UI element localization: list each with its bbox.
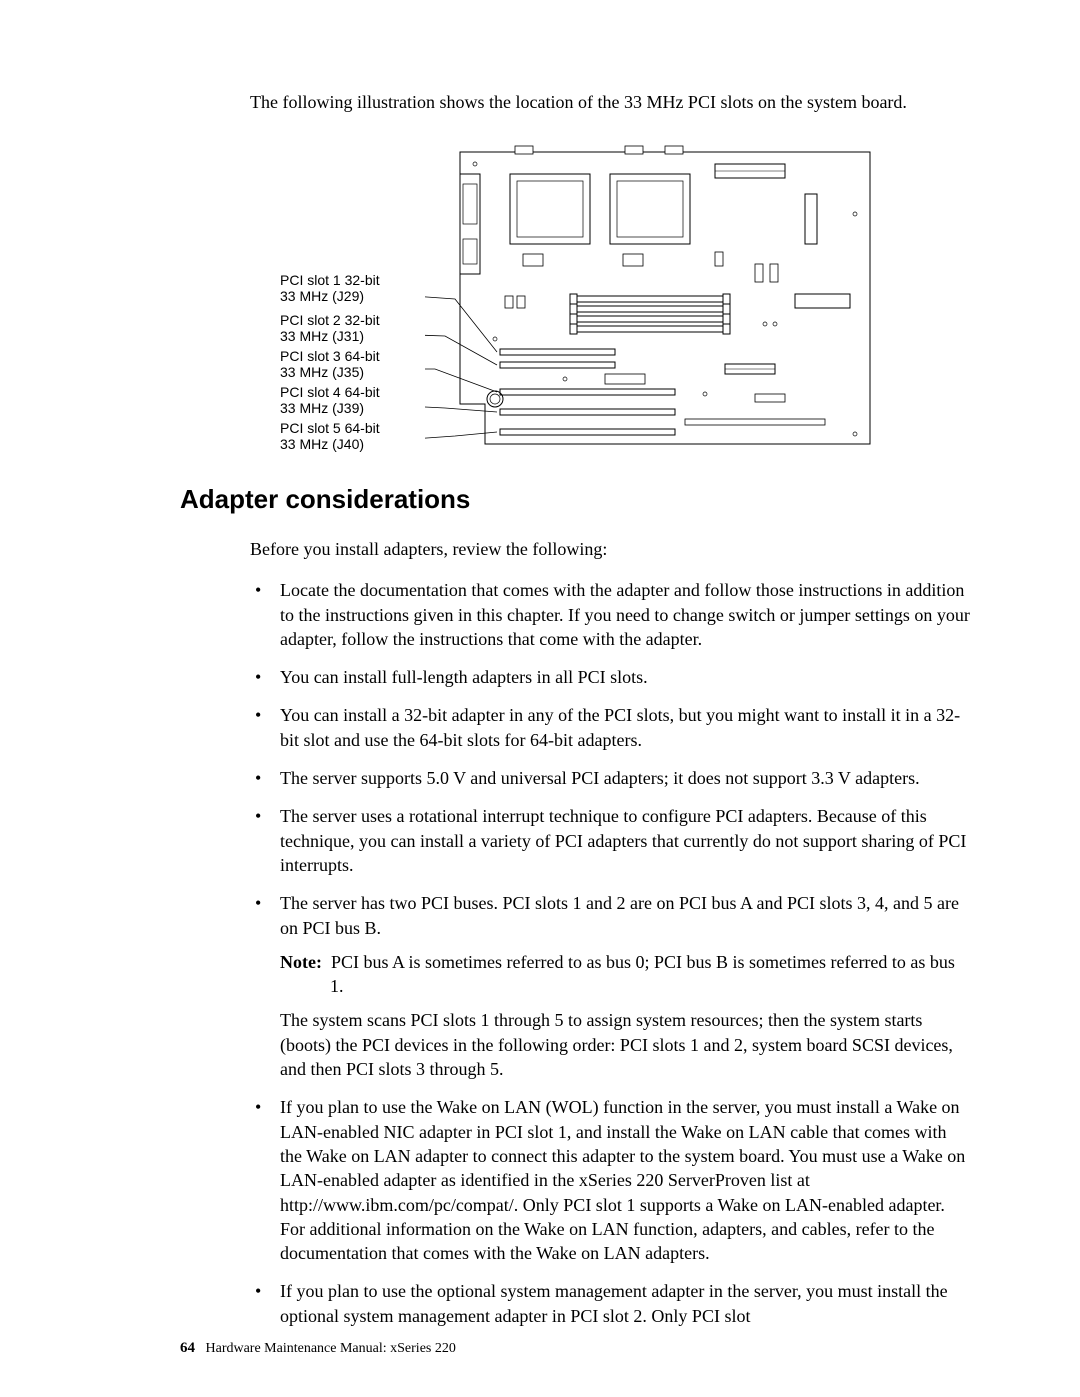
bullet-item: If you plan to use the optional system m… [250,1279,970,1328]
bullet-text: The server uses a rotational interrupt t… [280,806,966,875]
pci-label-1-line2: 33 MHz (J29) [280,288,364,304]
pci-label-1: PCI slot 1 32-bit 33 MHz (J29) [280,272,415,304]
page-footer: 64 Hardware Maintenance Manual: xSeries … [180,1340,456,1357]
bullet-text: If you plan to use the Wake on LAN (WOL)… [280,1097,965,1263]
pci-label-5-line2: 33 MHz (J40) [280,436,364,452]
bullet-item: Locate the documentation that comes with… [250,578,970,651]
pci-label-3: PCI slot 3 64-bit 33 MHz (J35) [280,348,415,380]
pci-label-5-line1: PCI slot 5 64-bit [280,420,380,436]
bullet-item: The server has two PCI buses. PCI slots … [250,891,970,1081]
intro-paragraph: The following illustration shows the loc… [250,90,970,114]
pci-label-1-line1: PCI slot 1 32-bit [280,272,380,288]
bullet-text: If you plan to use the optional system m… [280,1281,948,1325]
footer-title: Hardware Maintenance Manual: xSeries 220 [206,1341,456,1356]
note-block: Note: PCI bus A is sometimes referred to… [280,950,970,999]
pci-label-3-line2: 33 MHz (J35) [280,364,364,380]
board-svg [425,144,895,454]
bullet-item: The server uses a rotational interrupt t… [250,804,970,877]
pci-label-2-line2: 33 MHz (J31) [280,328,364,344]
before-line: Before you install adapters, review the … [250,539,970,560]
motherboard-diagram: PCI slot 1 32-bit 33 MHz (J29) PCI slot … [280,144,900,454]
pci-label-3-line1: PCI slot 3 64-bit [280,348,380,364]
bullet-text: The server supports 5.0 V and universal … [280,768,920,788]
bullet-text: Locate the documentation that comes with… [280,580,970,649]
pci-label-4-line1: PCI slot 4 64-bit [280,384,380,400]
bullet-sub-paragraph: The system scans PCI slots 1 through 5 t… [280,1008,970,1081]
pci-label-4-line2: 33 MHz (J39) [280,400,364,416]
bullet-list: Locate the documentation that comes with… [250,578,970,1328]
bullet-item: You can install a 32-bit adapter in any … [250,703,970,752]
bullet-text: You can install full-length adapters in … [280,667,648,687]
bullet-item: If you plan to use the Wake on LAN (WOL)… [250,1095,970,1265]
note-label: Note: [280,952,322,972]
pci-label-2: PCI slot 2 32-bit 33 MHz (J31) [280,312,415,344]
page-number: 64 [180,1340,195,1356]
bullet-text: The server has two PCI buses. PCI slots … [280,893,959,937]
bullet-text: You can install a 32-bit adapter in any … [280,705,960,749]
bullet-item: The server supports 5.0 V and universal … [250,766,970,790]
pci-label-5: PCI slot 5 64-bit 33 MHz (J40) [280,420,415,452]
pci-label-4: PCI slot 4 64-bit 33 MHz (J39) [280,384,415,416]
document-page: The following illustration shows the loc… [0,0,1080,1397]
pci-label-2-line1: PCI slot 2 32-bit [280,312,380,328]
note-text: PCI bus A is sometimes referred to as bu… [330,952,955,996]
bullet-item: You can install full-length adapters in … [250,665,970,689]
section-heading: Adapter considerations [180,484,970,515]
